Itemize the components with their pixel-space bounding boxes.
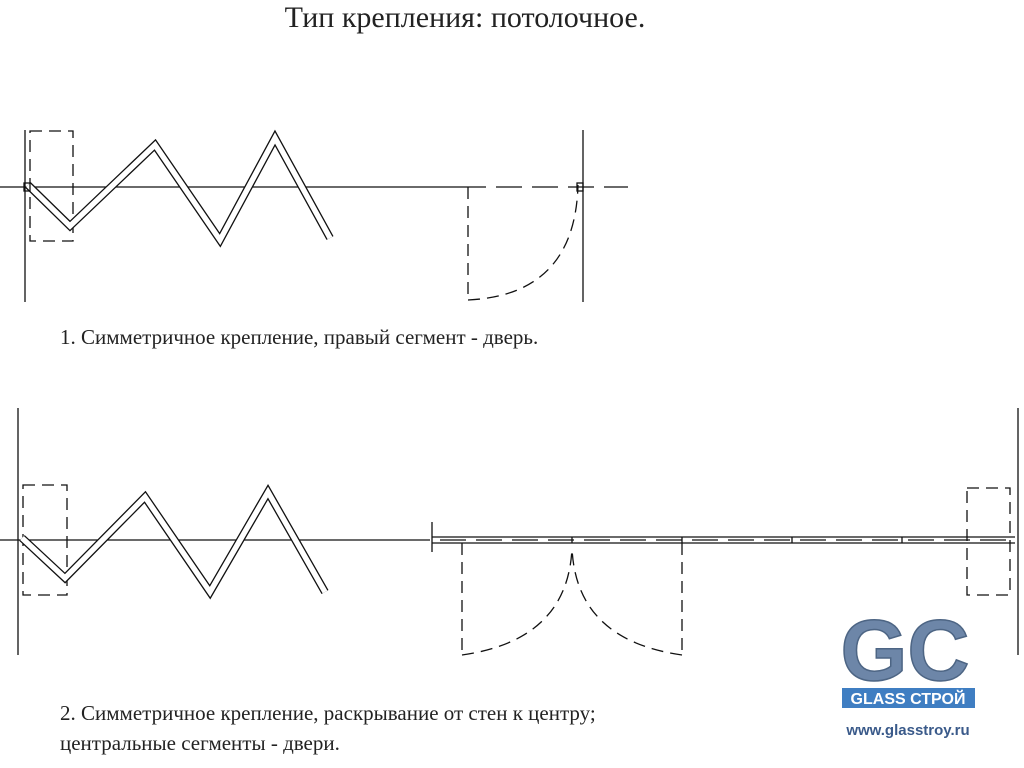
logo-mark: GC [841, 603, 970, 699]
logo-url: www.glasstroy.ru [845, 722, 969, 739]
logo-name: GLASS СТРОЙ [851, 689, 966, 708]
caption-2-line-1: 2. Симметричное крепление, раскрывание о… [60, 701, 596, 725]
logo-band [842, 688, 975, 708]
diagram-1 [0, 129, 628, 302]
logo: GC GLASS СТРОЙ www.glasstroy.ru [840, 602, 975, 739]
title: Тип крепления: потолочное. [285, 1, 646, 34]
diagram-2 [0, 408, 1019, 656]
caption-2-line-2: центральные сегменты - двери. [60, 731, 340, 755]
caption-1: 1. Симметричное крепление, правый сегмен… [60, 325, 538, 349]
